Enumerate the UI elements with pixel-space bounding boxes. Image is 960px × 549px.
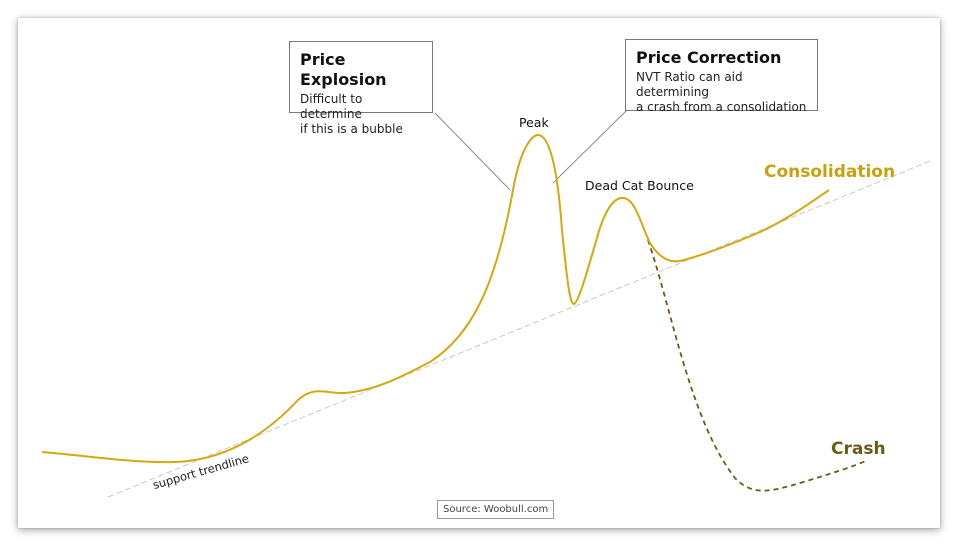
crash-curve bbox=[647, 239, 869, 492]
price-curve bbox=[41, 133, 830, 464]
crash-label: Crash bbox=[831, 439, 886, 459]
source-label: Source: Woobull.com bbox=[437, 500, 555, 519]
price-explosion-title: Price Explosion bbox=[300, 50, 387, 89]
correction-callout-line bbox=[552, 109, 628, 184]
price-correction-box: Price Correction NVT Ratio can aid deter… bbox=[625, 39, 818, 114]
price-correction-title: Price Correction bbox=[636, 48, 782, 67]
price-explosion-line1: Difficult to determine bbox=[300, 92, 363, 121]
explosion-callout-line bbox=[434, 112, 511, 191]
consolidation-label: Consolidation bbox=[764, 162, 896, 182]
support-trendline bbox=[107, 160, 931, 498]
peak-label: Peak bbox=[519, 115, 549, 130]
price-explosion-line2: if this is a bubble bbox=[300, 122, 403, 136]
price-correction-line2: a crash from a consolidation bbox=[636, 100, 807, 114]
dead-cat-bounce-label: Dead Cat Bounce bbox=[585, 178, 694, 193]
price-explosion-box: Price Explosion Difficult to determine i… bbox=[289, 41, 433, 136]
price-correction-line1: NVT Ratio can aid determining bbox=[636, 70, 743, 99]
